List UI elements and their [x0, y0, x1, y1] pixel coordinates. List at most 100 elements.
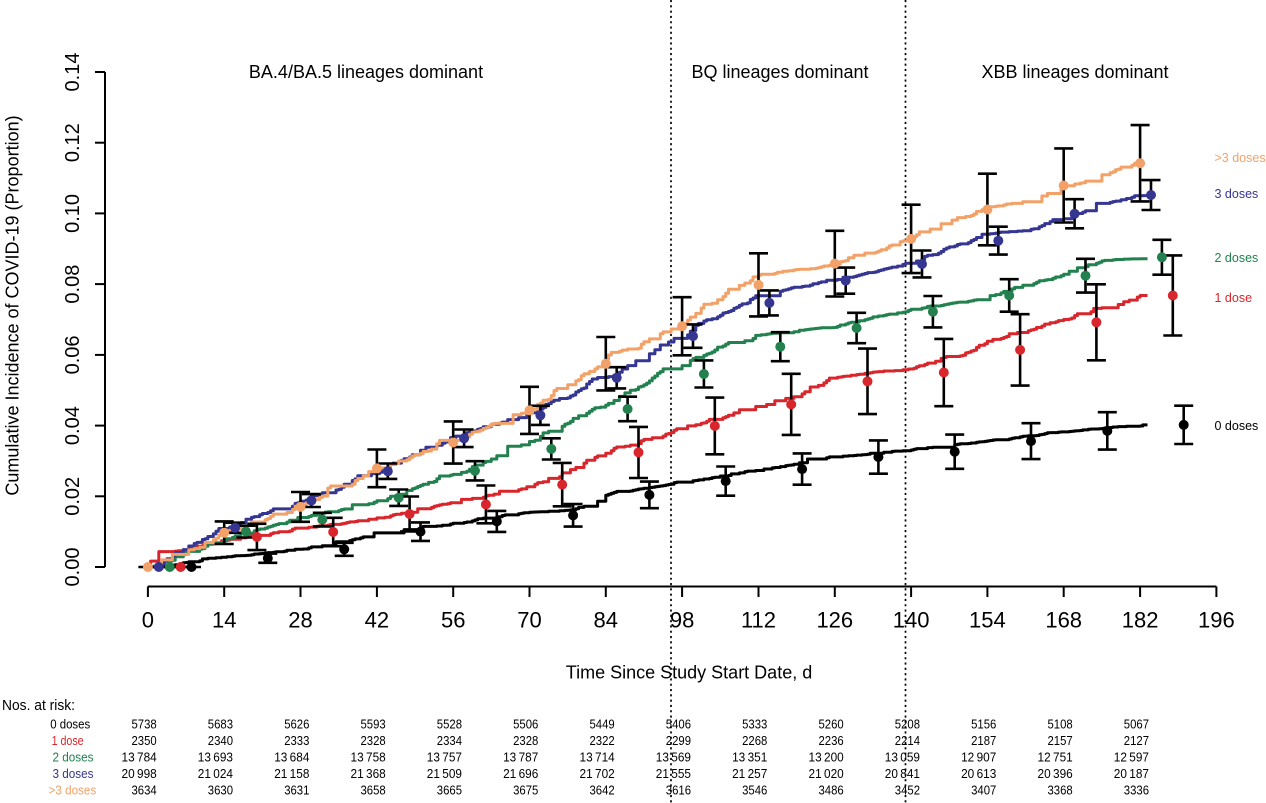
svg-text:2236: 2236: [819, 734, 844, 748]
svg-text:BQ lineages dominant: BQ lineages dominant: [691, 62, 868, 82]
svg-text:12 907: 12 907: [961, 751, 996, 765]
svg-text:21 020: 21 020: [809, 767, 844, 781]
svg-text:13 684: 13 684: [274, 751, 309, 765]
svg-text:21 696: 21 696: [503, 767, 538, 781]
svg-text:3665: 3665: [437, 783, 462, 797]
svg-text:13 714: 13 714: [580, 751, 615, 765]
svg-text:5156: 5156: [971, 717, 996, 731]
svg-text:20 396: 20 396: [1038, 767, 1073, 781]
svg-text:182: 182: [1122, 608, 1159, 633]
svg-text:0.06: 0.06: [62, 335, 84, 374]
svg-text:2333: 2333: [284, 734, 309, 748]
svg-text:1 dose: 1 dose: [52, 734, 84, 748]
svg-text:>3 doses: >3 doses: [1215, 151, 1266, 165]
svg-text:21 257: 21 257: [732, 767, 767, 781]
svg-text:0.04: 0.04: [62, 406, 84, 445]
svg-text:0.12: 0.12: [62, 123, 84, 162]
svg-text:21 368: 21 368: [351, 767, 386, 781]
svg-text:Time Since Study Start Date, d: Time Since Study Start Date, d: [566, 663, 812, 683]
svg-text:2 doses: 2 doses: [1215, 251, 1259, 265]
svg-text:140: 140: [893, 608, 930, 633]
svg-text:2334: 2334: [437, 734, 462, 748]
svg-text:13 200: 13 200: [809, 751, 844, 765]
svg-text:13 784: 13 784: [122, 751, 157, 765]
svg-text:13 757: 13 757: [427, 751, 462, 765]
svg-text:20 841: 20 841: [885, 767, 920, 781]
svg-text:112: 112: [741, 608, 776, 633]
svg-text:84: 84: [594, 608, 618, 633]
svg-text:13 569: 13 569: [656, 751, 691, 765]
svg-text:2214: 2214: [895, 734, 920, 748]
svg-text:5683: 5683: [208, 717, 233, 731]
svg-text:28: 28: [288, 608, 312, 633]
svg-text:2157: 2157: [1048, 734, 1073, 748]
svg-text:2328: 2328: [513, 734, 538, 748]
svg-text:3675: 3675: [513, 783, 538, 797]
svg-text:20 187: 20 187: [1114, 767, 1149, 781]
svg-text:3634: 3634: [132, 783, 157, 797]
svg-text:2187: 2187: [971, 734, 996, 748]
svg-text:196: 196: [1198, 608, 1235, 633]
svg-text:12 751: 12 751: [1038, 751, 1073, 765]
svg-text:98: 98: [670, 608, 694, 633]
svg-text:168: 168: [1045, 608, 1082, 633]
svg-text:3630: 3630: [208, 783, 233, 797]
svg-text:13 059: 13 059: [885, 751, 920, 765]
svg-text:5260: 5260: [819, 717, 844, 731]
svg-text:0: 0: [142, 608, 154, 633]
svg-text:126: 126: [816, 608, 853, 633]
svg-text:5406: 5406: [666, 717, 691, 731]
svg-text:154: 154: [969, 608, 1006, 633]
svg-text:2127: 2127: [1124, 734, 1149, 748]
svg-text:21 702: 21 702: [580, 767, 615, 781]
svg-text:21 509: 21 509: [427, 767, 462, 781]
svg-text:5738: 5738: [132, 717, 157, 731]
svg-text:5626: 5626: [284, 717, 309, 731]
svg-text:2 doses: 2 doses: [53, 751, 94, 765]
svg-text:21 158: 21 158: [274, 767, 309, 781]
svg-text:12 597: 12 597: [1114, 751, 1149, 765]
svg-text:42: 42: [365, 608, 389, 633]
svg-text:>3 doses: >3 doses: [49, 783, 97, 797]
svg-text:5528: 5528: [437, 717, 462, 731]
svg-text:5108: 5108: [1048, 717, 1073, 731]
svg-text:0 doses: 0 doses: [1215, 419, 1259, 433]
svg-text:14: 14: [212, 608, 236, 633]
svg-text:0.10: 0.10: [62, 194, 84, 233]
svg-text:2322: 2322: [590, 734, 615, 748]
svg-text:BA.4/BA.5 lineages dominant: BA.4/BA.5 lineages dominant: [249, 62, 483, 82]
svg-text:20 613: 20 613: [961, 767, 996, 781]
svg-text:Nos. at risk:: Nos. at risk:: [2, 698, 75, 714]
svg-text:5333: 5333: [742, 717, 767, 731]
svg-text:13 758: 13 758: [351, 751, 386, 765]
svg-text:5208: 5208: [895, 717, 920, 731]
svg-text:3 doses: 3 doses: [1215, 187, 1259, 201]
svg-text:2299: 2299: [666, 734, 691, 748]
svg-text:21 555: 21 555: [656, 767, 691, 781]
svg-text:5449: 5449: [590, 717, 615, 731]
svg-text:XBB lineages dominant: XBB lineages dominant: [981, 62, 1168, 82]
svg-text:13 351: 13 351: [732, 751, 767, 765]
svg-text:2350: 2350: [132, 734, 157, 748]
svg-text:5067: 5067: [1124, 717, 1149, 731]
svg-text:3631: 3631: [284, 783, 309, 797]
svg-text:3452: 3452: [895, 783, 920, 797]
svg-text:5593: 5593: [361, 717, 386, 731]
svg-text:3 doses: 3 doses: [53, 767, 94, 781]
svg-text:1 dose: 1 dose: [1215, 291, 1253, 305]
svg-text:2268: 2268: [742, 734, 767, 748]
svg-text:0.02: 0.02: [62, 477, 84, 516]
svg-text:21 024: 21 024: [198, 767, 233, 781]
svg-text:3658: 3658: [361, 783, 386, 797]
svg-text:0.08: 0.08: [62, 265, 84, 304]
svg-text:Cumulative Incidence of COVID-: Cumulative Incidence of COVID-19 (Propor…: [3, 115, 23, 495]
svg-text:0.00: 0.00: [62, 548, 84, 587]
svg-text:2328: 2328: [361, 734, 386, 748]
svg-text:3546: 3546: [742, 783, 767, 797]
svg-text:3486: 3486: [819, 783, 844, 797]
svg-text:13 693: 13 693: [198, 751, 233, 765]
svg-text:56: 56: [441, 608, 465, 633]
svg-text:70: 70: [517, 608, 541, 633]
svg-text:2340: 2340: [208, 734, 233, 748]
svg-text:13 787: 13 787: [503, 751, 538, 765]
